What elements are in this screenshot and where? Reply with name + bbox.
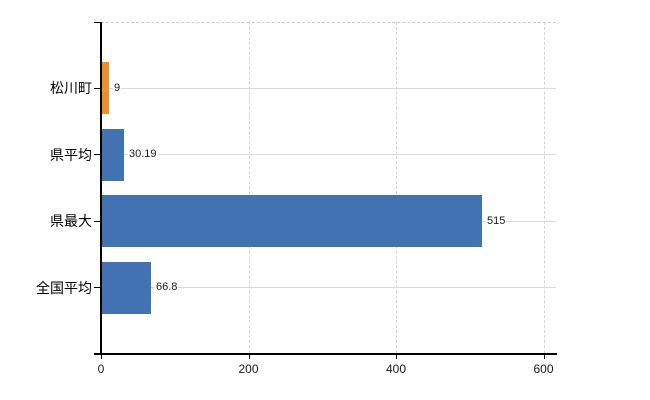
bar <box>102 195 482 247</box>
category-label: 全国平均 <box>36 279 92 296</box>
bar <box>102 261 151 314</box>
x-axis-line <box>94 353 557 355</box>
x-axis-tick-label: 0 <box>97 362 105 376</box>
category-label: 県平均 <box>50 146 92 163</box>
x-axis-tick-label: 200 <box>238 362 259 376</box>
horizontal-gridline <box>101 287 556 288</box>
bar <box>102 128 124 181</box>
x-axis-tick <box>248 353 250 359</box>
y-axis-line <box>100 22 102 355</box>
category-label: 県最大 <box>50 213 92 229</box>
vertical-gridline <box>396 22 397 353</box>
x-axis-tick <box>543 353 545 359</box>
bar-value-label: 9 <box>113 81 122 95</box>
bar-value-label: 30.19 <box>128 148 158 161</box>
category-tick <box>94 87 101 89</box>
vertical-gridline <box>248 22 250 353</box>
horizontal-gridline <box>101 154 556 155</box>
x-axis-tick-label: 400 <box>385 362 407 376</box>
category-tick <box>94 287 101 288</box>
bar-value-label: 66.8 <box>155 281 179 294</box>
vertical-gridline <box>543 22 545 353</box>
category-tick <box>94 220 101 222</box>
x-axis-tick <box>101 353 102 359</box>
y-axis-top-tick <box>94 22 101 23</box>
bar-value-label: 515 <box>486 214 507 228</box>
plot-top-border <box>101 22 556 23</box>
category-tick <box>94 154 101 155</box>
bar <box>102 62 109 114</box>
horizontal-gridline <box>101 87 556 89</box>
category-label: 松川町 <box>50 80 92 96</box>
x-axis-tick-label: 600 <box>533 362 554 376</box>
x-axis-tick <box>396 353 397 359</box>
